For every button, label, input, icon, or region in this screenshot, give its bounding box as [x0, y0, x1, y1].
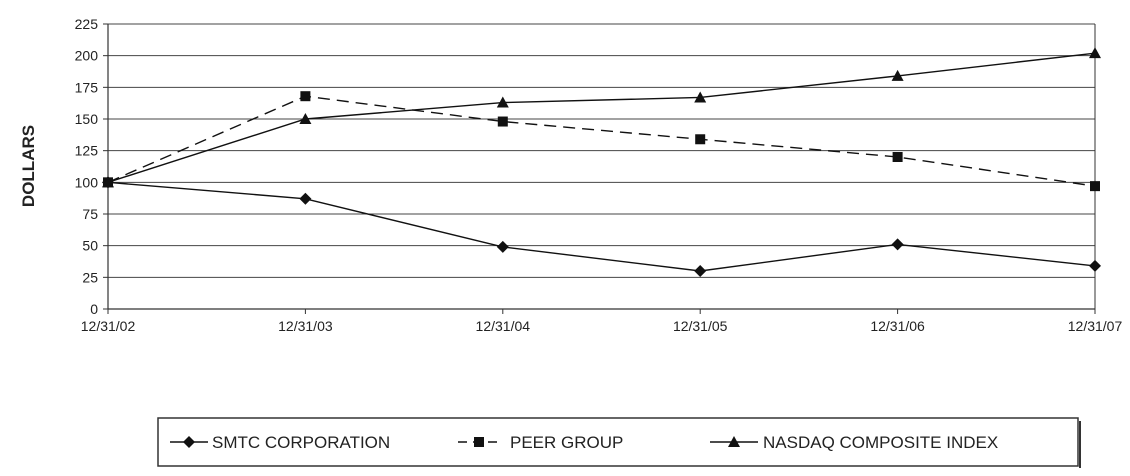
series-nasdaq-composite-index	[102, 47, 1101, 188]
series	[102, 47, 1101, 277]
diamond-marker	[1089, 259, 1101, 272]
y-tick-label: 0	[90, 301, 98, 317]
x-tick-label: 12/31/02	[81, 318, 136, 334]
x-tick-label: 12/31/06	[870, 318, 925, 334]
triangle-marker	[891, 69, 904, 81]
triangle-marker	[102, 176, 114, 188]
y-tick-label: 225	[75, 16, 99, 32]
x-tick-label: 12/31/04	[476, 318, 531, 334]
square-marker	[1090, 181, 1100, 192]
grid-lines	[108, 23, 1095, 278]
axes	[107, 24, 1096, 310]
y-tick-label: 125	[75, 143, 99, 159]
square-marker	[474, 437, 484, 447]
y-axis-label: DOLLARS	[19, 125, 38, 207]
y-tick-label: 75	[82, 206, 98, 222]
y-tick-label: 50	[82, 238, 98, 254]
diamond-marker	[891, 238, 904, 251]
y-tick-labels: 0 25 50 75 100 125 150 175 200 225	[75, 16, 108, 317]
series-line	[107, 181, 1096, 272]
series-peer-group	[103, 91, 1100, 192]
triangle-marker	[496, 96, 509, 108]
square-marker	[892, 152, 903, 162]
legend-frame	[157, 417, 1079, 467]
x-tick-labels: 12/31/02 12/31/03 12/31/04 12/31/05 12/31/06…	[81, 309, 1123, 334]
series-line	[107, 52, 1096, 183]
triangle-marker	[728, 436, 740, 447]
legend-item: PEER GROUP	[458, 433, 623, 452]
triangle-marker	[1089, 47, 1101, 59]
x-tick-label: 12/31/03	[278, 318, 333, 334]
legend-item: SMTC CORPORATION	[170, 433, 390, 452]
diamond-marker	[183, 436, 195, 448]
y-tick-label: 200	[75, 48, 99, 64]
x-tick-label: 12/31/05	[673, 318, 728, 334]
y-tick-label: 100	[75, 174, 99, 190]
square-marker	[300, 91, 311, 102]
series-line	[107, 95, 1096, 187]
triangle-marker	[694, 91, 707, 103]
triangle-marker	[299, 113, 312, 124]
diamond-marker	[496, 240, 509, 253]
legend-label: SMTC CORPORATION	[212, 433, 390, 452]
diamond-marker	[694, 265, 707, 277]
legend: SMTC CORPORATION PEER GROUP NASDAQ COMPOSI…	[157, 417, 1081, 468]
square-marker	[695, 134, 706, 145]
x-tick-label: 12/31/07	[1068, 318, 1123, 334]
legend-label: PEER GROUP	[510, 433, 623, 452]
legend-item: NASDAQ COMPOSITE INDEX	[710, 433, 998, 452]
diamond-marker	[299, 192, 312, 205]
series-smtc-corporation	[102, 176, 1101, 277]
square-marker	[497, 116, 508, 127]
y-tick-label: 25	[82, 269, 98, 285]
y-tick-label: 175	[75, 79, 99, 95]
legend-label: NASDAQ COMPOSITE INDEX	[763, 433, 998, 452]
y-tick-label: 150	[75, 111, 99, 127]
